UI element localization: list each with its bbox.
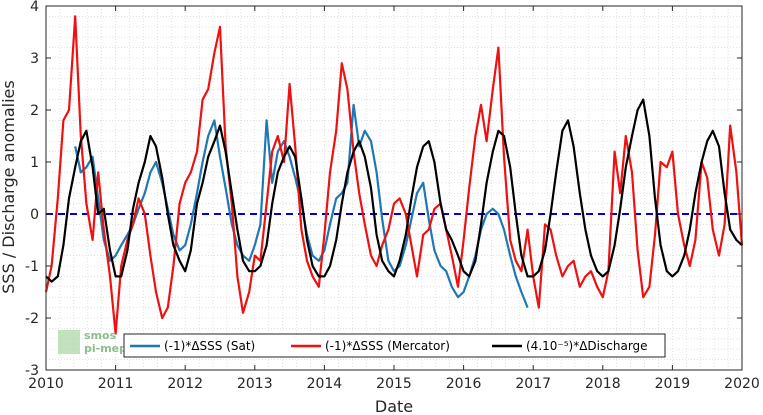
legend-label-sat: (-1)*ΔSSS (Sat) (164, 339, 255, 353)
series-line-mercator (44, 15, 744, 335)
x-tick-label: 2010 (28, 376, 64, 392)
y-axis-title: SSS / Discharge anomalies (0, 80, 18, 293)
y-tick-label: 1 (30, 155, 39, 171)
x-tick-label: 2011 (98, 376, 134, 392)
legend-label-discharge: (4.10⁻⁵)*ΔDischarge (526, 339, 648, 353)
y-tick-label: -3 (25, 363, 39, 379)
x-tick-label: 2017 (515, 376, 551, 392)
axis-ticks (45, 5, 743, 371)
legend-box (123, 333, 666, 358)
logo-text-line2: pi-mep (84, 342, 127, 355)
x-tick-label: 2015 (376, 376, 412, 392)
y-tick-labels: -3 -2 -1 0 1 2 3 4 (25, 0, 39, 379)
x-axis-title: Date (375, 397, 413, 415)
logo-text-line1: smos (84, 329, 117, 342)
x-tick-label: 2019 (655, 376, 691, 392)
series-line-discharge (45, 98, 743, 283)
legend: (-1)*ΔSSS (Sat) (-1)*ΔSSS (Mercator) (4.… (123, 333, 666, 358)
series-layer (44, 15, 744, 335)
legend-label-mercator: (-1)*ΔSSS (Mercator) (325, 339, 450, 353)
x-tick-label: 2014 (307, 376, 343, 392)
x-tick-label: 2016 (446, 376, 482, 392)
y-tick-label: 2 (30, 103, 39, 119)
y-tick-label: -1 (25, 259, 39, 275)
y-tick-label: 0 (30, 207, 39, 223)
x-tick-label: 2018 (585, 376, 621, 392)
y-tick-label: -2 (25, 311, 39, 327)
x-tick-label: 2020 (724, 376, 760, 392)
x-tick-labels: 2010 2011 2012 2013 2014 2015 2016 2017 2018 2019… (28, 376, 760, 392)
y-tick-label: 4 (30, 0, 39, 15)
x-tick-label: 2012 (167, 376, 203, 392)
logo-icon (58, 330, 80, 354)
smos-pimep-logo: smos pi-mep (58, 329, 127, 355)
x-tick-label: 2013 (237, 376, 273, 392)
y-tick-label: 3 (30, 51, 39, 67)
